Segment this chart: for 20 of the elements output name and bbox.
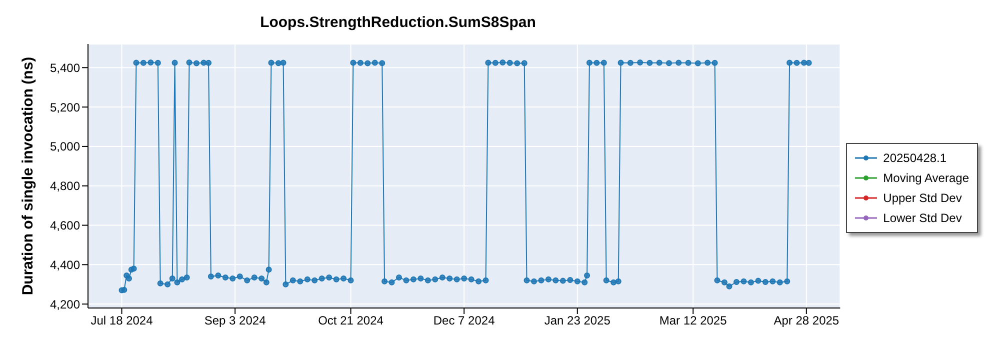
x-tick-label: Mar 12 2025 (659, 314, 728, 328)
legend-label: Upper Std Dev (883, 191, 962, 205)
x-tick-label: Jan 23 2025 (544, 314, 611, 328)
legend-label: Lower Std Dev (883, 211, 962, 225)
x-tick-label: Apr 28 2025 (774, 314, 840, 328)
y-axis-title: Duration of single invocation (ns) (19, 56, 36, 296)
y-tick-label: 5,000 (50, 140, 80, 154)
legend-label: Moving Average (883, 171, 969, 185)
x-tick-label: Dec 7 2024 (433, 314, 496, 328)
y-tick-label: 4,800 (50, 179, 80, 194)
x-tick-label: Sep 3 2024 (204, 314, 266, 328)
legend-label: 20250428.1 (883, 151, 947, 165)
chart-title: Loops.StrengthReduction.SumS8Span (259, 13, 537, 33)
y-tick-label: 5,200 (50, 100, 80, 114)
x-tick-label: Jul 18 2024 (90, 314, 154, 328)
y-tick-label: 4,600 (50, 218, 80, 233)
y-tick-label: 4,200 (50, 297, 80, 312)
y-tick-label: 5,400 (50, 60, 80, 75)
y-tick-label: 4,400 (50, 258, 80, 272)
x-tick-label: Oct 21 2024 (318, 314, 384, 328)
